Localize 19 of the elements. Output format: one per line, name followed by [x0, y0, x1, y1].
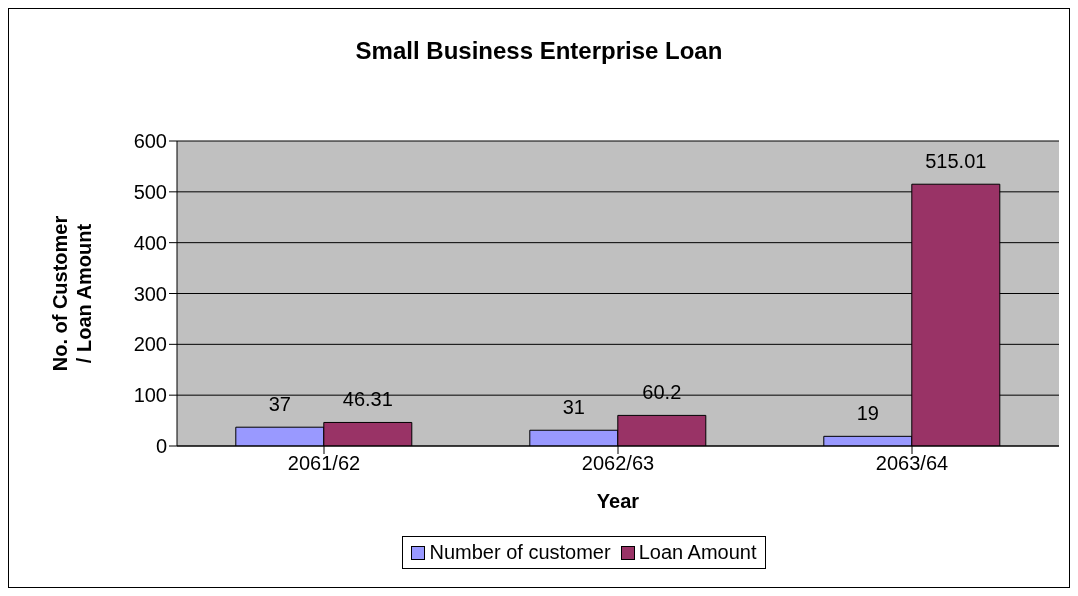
y-tick-label: 300	[133, 282, 167, 305]
y-tick-label: 100	[133, 384, 167, 407]
data-label: 515.01	[925, 150, 987, 173]
chart-title: Small Business Enterprise Loan	[354, 37, 724, 65]
y-axis-title: No. of Customer / Loan Amount	[49, 215, 95, 372]
x-tick-label: 2063/64	[875, 452, 949, 475]
x-axis-title: Year	[596, 490, 640, 513]
y-tick-label: 600	[133, 130, 167, 153]
y-tick-label: 400	[133, 231, 167, 254]
legend-label: Number of customer	[428, 541, 611, 564]
x-tick-label: 2062/63	[581, 452, 655, 475]
y-tick-label: 500	[133, 180, 167, 203]
legend-label: Loan Amount	[637, 541, 757, 564]
y-tick-label: 0	[155, 435, 167, 458]
data-label: 31	[562, 396, 585, 419]
y-tick-label: 200	[133, 333, 167, 356]
data-label: 37	[268, 393, 291, 416]
x-tick-label: 2061/62	[287, 452, 361, 475]
data-label: 19	[856, 402, 879, 425]
